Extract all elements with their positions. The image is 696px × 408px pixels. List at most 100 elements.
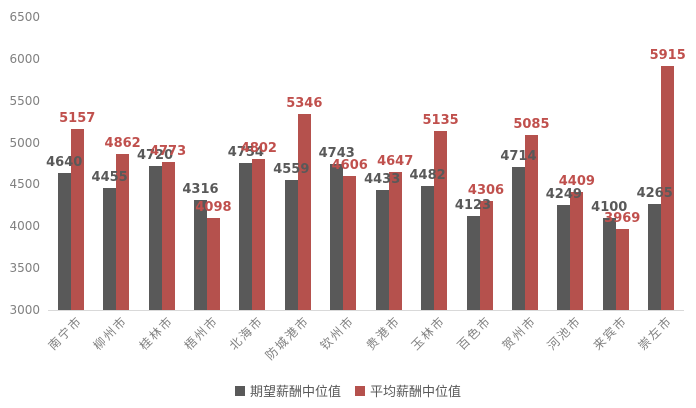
- x-axis-label: 桂林市: [136, 313, 176, 353]
- value-label-average: 5157: [59, 111, 96, 127]
- value-label-expected: 4714: [500, 148, 537, 164]
- value-label-average: 4606: [331, 157, 368, 173]
- value-label-average: 4098: [195, 200, 232, 216]
- value-label-average: 4306: [467, 182, 505, 198]
- bar-group: 4433 4647 贵港市: [363, 17, 414, 353]
- legend-swatch-average: [355, 385, 365, 396]
- bar-average: [161, 161, 175, 310]
- x-axis-label: 钦州市: [317, 313, 358, 353]
- y-axis-tick-label: 3500: [9, 261, 40, 276]
- legend-label-expected: 期望薪酬中位值: [249, 385, 341, 400]
- legend-item-expected: 期望薪酬中位值: [234, 381, 341, 400]
- bar-group: 4123 4306 百色市: [454, 17, 505, 353]
- bar-expected: [511, 166, 525, 310]
- bar-expected: [421, 185, 435, 310]
- bar-average: [252, 159, 266, 310]
- value-label-expected: 4640: [46, 154, 83, 170]
- y-axis-tick-label: 6500: [9, 10, 40, 24]
- bar-expected: [466, 216, 480, 310]
- x-axis-label: 梧州市: [181, 313, 222, 353]
- bar-average: [116, 154, 130, 310]
- value-label-average: 5135: [422, 113, 459, 129]
- bar-group: 4455 4862 柳州市: [91, 17, 141, 353]
- value-label-expected: 4720: [136, 148, 174, 164]
- legend-swatch-expected: [234, 385, 245, 396]
- x-axis-label: 防城港市: [262, 313, 313, 363]
- bar-group: 4714 5085 贺州市: [500, 17, 550, 352]
- y-axis-tick-label: 5000: [9, 135, 40, 150]
- bar-average: [206, 218, 220, 310]
- value-label-expected: 4265: [636, 186, 673, 202]
- value-label-average: 4862: [104, 136, 141, 152]
- y-axis-tick-label: 5500: [9, 93, 40, 108]
- bar-expected: [375, 190, 389, 310]
- bar-expected: [148, 166, 162, 310]
- value-label-average: 4409: [558, 174, 595, 190]
- value-label-average: 4773: [149, 143, 187, 159]
- bar-group: 4100 3969 来宾市: [590, 17, 641, 353]
- plot-area: 4640 5157 南宁市 4455 4862 柳州市 4720 4773 桂林市 4316 409…: [45, 17, 686, 363]
- x-axis-label: 贵港市: [363, 313, 403, 353]
- bar-group: 4265 5915 崇左市: [636, 17, 686, 353]
- x-axis-label: 北海市: [226, 313, 267, 353]
- bar-group: 4754 4802 北海市: [227, 17, 277, 353]
- value-label-expected: 4316: [182, 181, 219, 197]
- bar-group: 4743 4606 钦州市: [318, 17, 368, 353]
- x-axis-label: 玉林市: [408, 313, 449, 353]
- bar-average: [343, 175, 357, 310]
- bar-expected: [557, 205, 571, 310]
- value-label-expected: 4754: [227, 145, 264, 161]
- bar-average: [70, 129, 84, 310]
- x-axis-line: [48, 310, 684, 311]
- bar-average: [661, 65, 675, 310]
- bar-expected: [57, 172, 71, 310]
- value-label-average: 5346: [286, 95, 323, 111]
- value-label-expected: 4100: [591, 199, 628, 215]
- bar-expected: [103, 188, 117, 310]
- bar-expected: [193, 199, 207, 310]
- x-axis-label: 百色市: [454, 313, 494, 353]
- x-axis-label: 贺州市: [499, 313, 540, 353]
- bar-average: [297, 113, 311, 310]
- legend-label-average: 平均薪酬中位值: [370, 385, 462, 400]
- x-axis-label: 柳州市: [90, 313, 131, 353]
- bar-expected: [648, 204, 662, 310]
- bar-average: [479, 200, 493, 310]
- value-label-average: 5915: [649, 47, 686, 63]
- value-label-expected: 4482: [409, 167, 446, 183]
- value-label-average: 3969: [604, 210, 641, 226]
- bar-expected: [239, 163, 253, 310]
- bar-group: 4720 4773 桂林市: [136, 17, 187, 353]
- value-label-expected: 4249: [545, 187, 582, 203]
- bar-group: 4640 5157 南宁市: [45, 17, 96, 352]
- bar-expected: [602, 217, 616, 310]
- value-label-average: 5085: [513, 117, 550, 133]
- y-axis-tick-label: 4000: [9, 219, 40, 234]
- y-axis-tick-label: 3000: [9, 303, 40, 317]
- y-axis-tick-label: 6000: [9, 51, 40, 66]
- bar-group: 4316 4098 梧州市: [182, 17, 232, 353]
- bar-average: [524, 135, 538, 310]
- legend: 期望薪酬中位值 平均薪酬中位值: [0, 381, 696, 400]
- bar-average: [388, 172, 402, 310]
- value-label-expected: 4743: [318, 146, 355, 162]
- value-label-expected: 4559: [273, 161, 310, 177]
- bar-group: 4482 5135 玉林市: [409, 17, 459, 353]
- value-label-expected: 4123: [454, 198, 492, 213]
- x-axis-label: 崇左市: [635, 313, 676, 353]
- value-label-average: 4647: [377, 154, 414, 170]
- value-label-expected: 4455: [91, 170, 128, 186]
- legend-item-average: 平均薪酬中位值: [355, 381, 461, 400]
- bar-average: [434, 131, 448, 310]
- bar-expected: [330, 164, 344, 310]
- value-label-average: 4802: [240, 141, 277, 157]
- bar-group: 4559 5346 防城港市: [263, 17, 323, 363]
- x-axis-label: 南宁市: [45, 313, 85, 353]
- bar-average: [615, 228, 629, 310]
- x-axis-label: 来宾市: [590, 313, 630, 353]
- value-label-expected: 4433: [364, 172, 401, 188]
- x-axis-label: 河池市: [544, 313, 585, 353]
- bar-group: 4249 4409 河池市: [545, 17, 595, 353]
- y-axis-tick-label: 4500: [9, 177, 40, 192]
